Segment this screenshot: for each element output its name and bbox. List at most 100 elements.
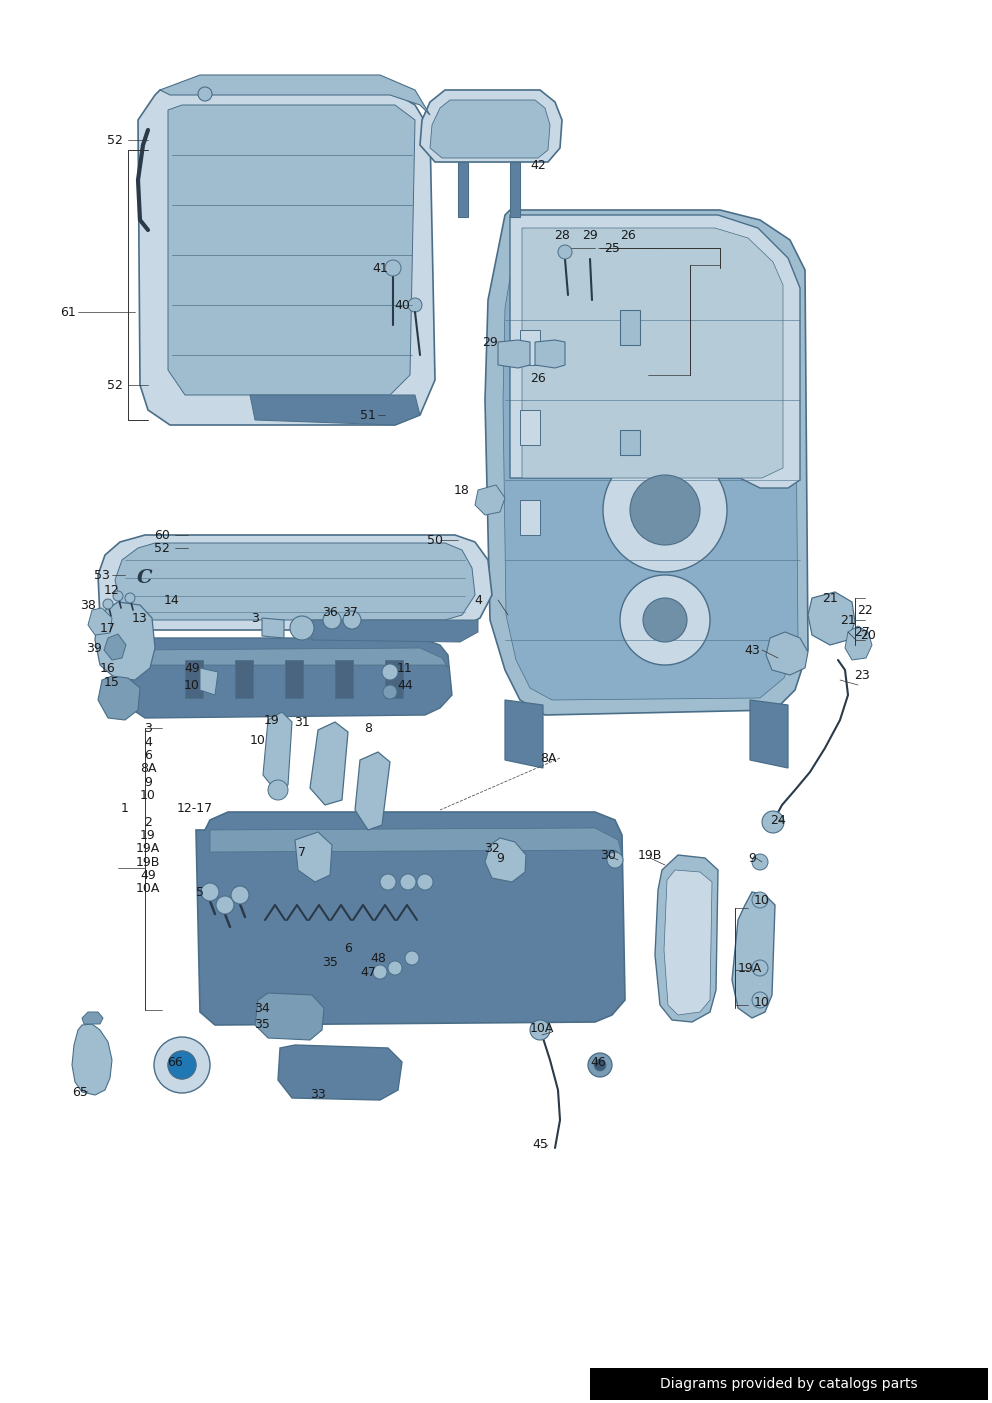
Text: 65: 65: [72, 1086, 88, 1099]
Text: 43: 43: [744, 644, 760, 657]
Circle shape: [752, 892, 768, 908]
Bar: [458, 161, 468, 217]
Polygon shape: [135, 648, 448, 668]
Circle shape: [500, 854, 516, 870]
Polygon shape: [655, 854, 718, 1021]
Text: 9: 9: [748, 852, 756, 864]
Circle shape: [113, 591, 123, 600]
Polygon shape: [750, 700, 788, 767]
Polygon shape: [250, 396, 420, 425]
Text: 4: 4: [144, 735, 152, 748]
Polygon shape: [196, 812, 625, 1026]
Polygon shape: [168, 105, 415, 396]
Circle shape: [752, 992, 768, 1007]
Text: 33: 33: [310, 1089, 326, 1101]
Circle shape: [95, 615, 105, 624]
Text: 12: 12: [104, 584, 120, 596]
Polygon shape: [255, 993, 324, 1040]
Polygon shape: [505, 700, 543, 767]
Text: 49: 49: [185, 661, 199, 675]
Text: 20: 20: [860, 629, 876, 641]
Circle shape: [198, 87, 212, 101]
Bar: [510, 161, 520, 217]
Polygon shape: [845, 626, 872, 659]
Circle shape: [383, 685, 397, 699]
Text: 10: 10: [140, 788, 156, 801]
Polygon shape: [82, 1012, 103, 1024]
Text: 21: 21: [822, 592, 838, 605]
Circle shape: [343, 610, 361, 629]
Text: 15: 15: [104, 675, 120, 689]
Polygon shape: [766, 631, 808, 675]
Circle shape: [752, 854, 768, 870]
Polygon shape: [503, 230, 798, 700]
Circle shape: [588, 1054, 612, 1078]
Polygon shape: [510, 215, 800, 488]
Polygon shape: [104, 634, 126, 659]
Text: 41: 41: [372, 261, 388, 275]
Circle shape: [643, 598, 687, 643]
Text: 3: 3: [251, 612, 259, 624]
Polygon shape: [72, 1024, 112, 1094]
Text: 18: 18: [454, 484, 470, 497]
Circle shape: [103, 599, 113, 609]
Text: 13: 13: [132, 612, 148, 624]
Text: 47: 47: [360, 965, 376, 978]
Text: 34: 34: [254, 1002, 270, 1014]
Text: 8A: 8A: [140, 762, 157, 774]
Text: 46: 46: [590, 1055, 606, 1069]
Circle shape: [216, 897, 234, 913]
Text: 10A: 10A: [530, 1021, 555, 1034]
Circle shape: [323, 610, 341, 629]
Circle shape: [405, 951, 419, 965]
Circle shape: [373, 965, 387, 979]
Circle shape: [578, 246, 592, 260]
Text: 66: 66: [167, 1055, 183, 1069]
Polygon shape: [295, 832, 332, 882]
Polygon shape: [210, 828, 622, 854]
Circle shape: [558, 246, 572, 260]
Polygon shape: [88, 607, 112, 636]
Text: 19: 19: [264, 714, 280, 727]
Text: 19A: 19A: [738, 961, 762, 975]
Polygon shape: [285, 659, 303, 699]
Circle shape: [168, 1051, 196, 1079]
Text: 44: 44: [397, 679, 413, 692]
Polygon shape: [335, 659, 353, 699]
Circle shape: [231, 887, 249, 904]
Polygon shape: [278, 1045, 402, 1100]
Text: 42: 42: [530, 159, 546, 171]
Text: 19B: 19B: [638, 849, 663, 861]
Polygon shape: [95, 602, 155, 680]
Text: 6: 6: [344, 941, 352, 954]
Text: 28: 28: [555, 229, 570, 241]
Circle shape: [417, 874, 433, 890]
Text: 10: 10: [250, 734, 266, 746]
Text: 19: 19: [140, 829, 156, 842]
Circle shape: [408, 297, 422, 311]
Polygon shape: [808, 592, 855, 645]
Circle shape: [752, 960, 768, 976]
Circle shape: [400, 874, 416, 890]
Text: 10A: 10A: [136, 881, 160, 895]
Polygon shape: [664, 870, 712, 1014]
Circle shape: [268, 780, 288, 800]
Circle shape: [201, 882, 219, 901]
Text: 11: 11: [397, 661, 413, 675]
Polygon shape: [520, 499, 540, 535]
Circle shape: [603, 448, 727, 572]
Circle shape: [530, 1020, 550, 1040]
Polygon shape: [310, 723, 348, 805]
Text: 48: 48: [370, 951, 386, 964]
Text: 17: 17: [100, 622, 116, 634]
Circle shape: [382, 664, 398, 680]
Text: 50: 50: [427, 533, 443, 547]
Circle shape: [620, 575, 710, 665]
Text: 29: 29: [482, 335, 498, 348]
Text: 16: 16: [100, 661, 116, 675]
Text: 51: 51: [360, 408, 376, 421]
Text: 32: 32: [484, 842, 500, 854]
Polygon shape: [235, 659, 253, 699]
Polygon shape: [522, 229, 783, 478]
Bar: [590, 1368, 988, 1400]
